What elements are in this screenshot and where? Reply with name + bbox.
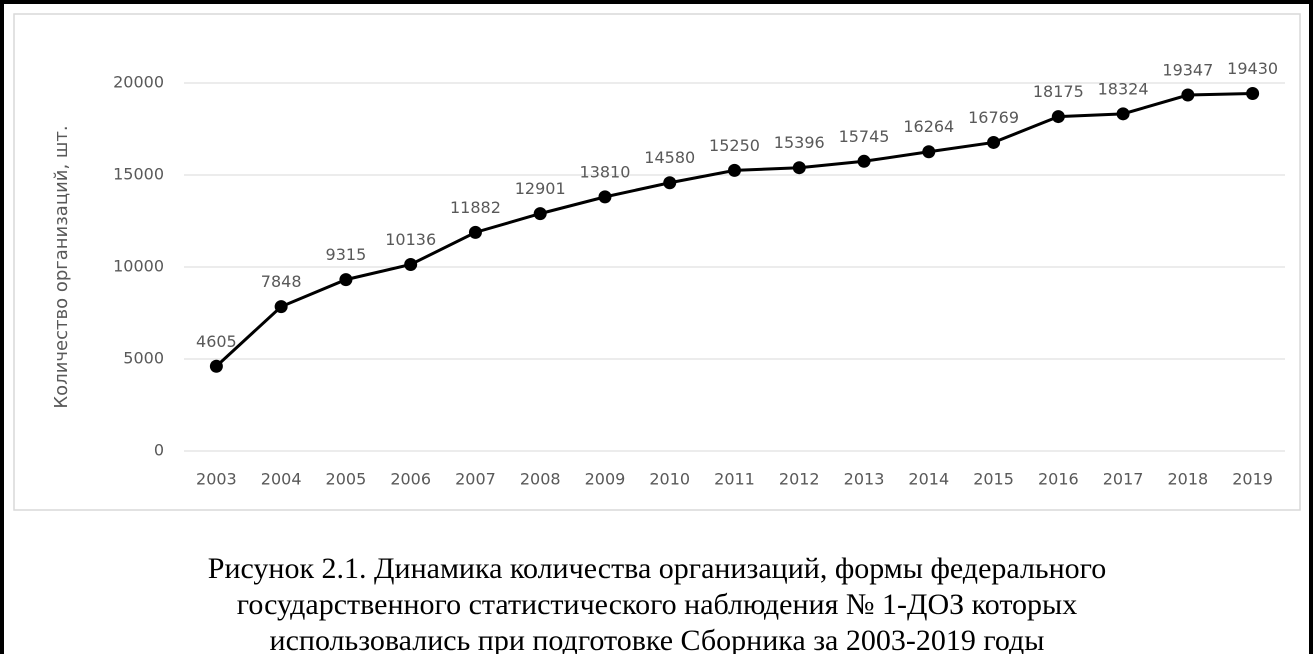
caption-line: Рисунок 2.1. Динамика количества организ…: [208, 552, 1106, 585]
x-tick-label: 2006: [390, 470, 431, 489]
data-label: 18324: [1098, 79, 1149, 98]
y-tick-label: 5000: [123, 349, 164, 368]
marker: [663, 176, 677, 190]
data-label: 13810: [580, 162, 631, 181]
data-label: 7848: [261, 272, 302, 291]
data-label: 15745: [839, 127, 890, 146]
marker: [922, 145, 936, 159]
x-tick-label: 2008: [520, 470, 561, 489]
marker: [857, 154, 871, 168]
data-label: 4605: [196, 332, 237, 351]
marker: [728, 163, 741, 177]
x-tick-label: 2011: [714, 470, 755, 489]
y-tick-label: 15000: [113, 165, 164, 184]
x-tick-label: 2003: [196, 470, 237, 489]
x-tick-label: 2015: [973, 470, 1014, 489]
data-label: 19347: [1162, 61, 1213, 80]
marker: [987, 135, 1001, 149]
x-tick-label: 2007: [455, 470, 496, 489]
data-label: 11882: [450, 198, 501, 217]
y-tick-label: 20000: [113, 73, 164, 92]
x-tick-label: 2013: [844, 470, 885, 489]
marker: [274, 300, 288, 314]
data-label: 18175: [1033, 82, 1084, 101]
data-label: 14580: [644, 148, 695, 167]
x-tick-label: 2017: [1103, 470, 1144, 489]
data-label: 12901: [515, 179, 566, 198]
data-label: 16769: [968, 108, 1019, 127]
marker: [1051, 110, 1065, 124]
data-label: 15396: [774, 133, 825, 152]
data-label: 9315: [326, 245, 367, 264]
x-tick-label: 2009: [585, 470, 626, 489]
x-tick-label: 2016: [1038, 470, 1079, 489]
marker: [792, 161, 806, 175]
x-tick-label: 2018: [1167, 470, 1208, 489]
y-axis-label: Количество организаций, шт.: [51, 125, 72, 408]
x-tick-label: 2019: [1232, 470, 1273, 489]
x-tick-label: 2010: [649, 470, 690, 489]
line: [215, 91, 1253, 368]
caption-line: использовались при подготовке Сборника з…: [270, 624, 1045, 654]
marker: [209, 359, 223, 373]
data-label: 16264: [903, 117, 954, 136]
x-tick-label: 2004: [261, 470, 302, 489]
marker: [1181, 88, 1195, 102]
marker: [468, 225, 482, 239]
x-tick-label: 2014: [908, 470, 949, 489]
x-tick-label: 2005: [326, 470, 367, 489]
marker: [404, 257, 418, 271]
marker: [1246, 86, 1260, 100]
data-label: 15250: [709, 136, 760, 155]
marker: [339, 273, 353, 287]
marker: [598, 190, 612, 204]
x-tick-label: 2012: [779, 470, 820, 489]
y-tick-label: 0: [154, 441, 164, 460]
data-label: 10136: [385, 230, 436, 249]
marker: [533, 207, 547, 221]
y-tick-label: 10000: [113, 257, 164, 276]
data-label: 19430: [1227, 59, 1278, 78]
chart-frame: [13, 13, 1301, 511]
caption-line: государственного статистического наблюде…: [237, 588, 1077, 621]
marker: [1116, 107, 1130, 121]
